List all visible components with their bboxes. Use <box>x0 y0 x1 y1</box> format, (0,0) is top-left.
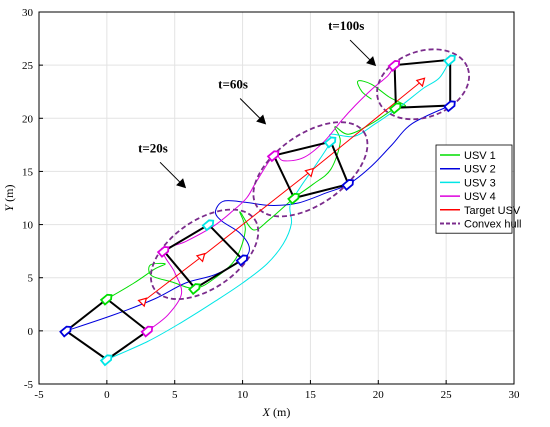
annotations: t=20s t=60s t=100s <box>138 18 377 189</box>
usv-2-marker <box>59 325 72 338</box>
y-tick-label: -5 <box>24 379 34 391</box>
annotation-arrow <box>239 98 263 121</box>
legend-label: Convex hull <box>464 219 521 231</box>
usv-1-marker <box>287 192 300 205</box>
usv-2-marker <box>443 100 456 113</box>
usv-1-marker <box>99 293 113 306</box>
target-usv-marker <box>415 77 426 88</box>
x-tick-label: 25 <box>441 389 453 401</box>
convex-hull-100s <box>376 48 471 121</box>
x-tick-label: 10 <box>237 389 249 401</box>
legend-label: Target USV <box>464 205 521 217</box>
x-tick-label: 15 <box>305 389 317 401</box>
y-tick-label: 25 <box>22 60 34 72</box>
time-annotation: t=20s <box>138 140 168 155</box>
y-tick-label: 0 <box>28 326 34 338</box>
legend-label: USV 1 <box>464 150 496 162</box>
y-tick-label: 30 <box>22 7 34 19</box>
usv-1-marker <box>188 283 201 296</box>
target-usv-path <box>143 80 423 302</box>
usv-3-marker <box>323 136 337 149</box>
usv-3-marker <box>201 219 215 232</box>
usv-3-marker <box>99 354 113 367</box>
legend-label: USV 2 <box>464 164 496 176</box>
target-usv-marker <box>195 252 206 263</box>
axis-ticks: -5 0 5 10 15 20 25 30 -5 0 5 10 15 20 25 30 <box>22 7 520 401</box>
x-tick-label: -5 <box>34 389 44 401</box>
legend-label: USV 3 <box>464 177 496 189</box>
usv-2-marker <box>341 179 354 191</box>
x-axis-var: X <box>262 405 271 419</box>
usv-4-marker <box>140 325 154 338</box>
target-usv-marker <box>137 297 148 308</box>
annotation-arrow <box>159 161 183 185</box>
usv-4-marker <box>387 59 401 72</box>
annotation-arrowhead <box>366 56 377 67</box>
annotation-arrow <box>349 39 373 63</box>
y-axis-unit: (m) <box>2 184 16 204</box>
time-annotation: t=60s <box>218 77 248 92</box>
y-axis-label: Y (m) <box>2 184 16 211</box>
annotation-arrowhead <box>176 178 187 189</box>
legend-label: USV 4 <box>464 191 496 203</box>
axes-frame <box>38 11 515 385</box>
y-tick-label: 10 <box>22 220 34 232</box>
plot-area <box>59 48 471 367</box>
usv-4-marker <box>266 150 280 163</box>
x-tick-label: 20 <box>373 389 385 401</box>
y-tick-label: 20 <box>22 113 34 125</box>
x-tick-label: 30 <box>509 389 521 401</box>
usv-1-marker <box>388 102 402 115</box>
x-axis-label: X (m) <box>262 405 291 419</box>
usv-4-marker <box>156 245 170 258</box>
usv-3-marker <box>443 54 456 67</box>
x-tick-label: 0 <box>104 389 110 401</box>
y-axis-var: Y <box>2 204 16 212</box>
usv-2-marker <box>235 254 249 267</box>
convex-hull-60s <box>252 121 369 218</box>
time-annotation: t=100s <box>328 18 364 33</box>
target-usv-marker <box>304 167 315 178</box>
trajectory-usv-1 <box>106 80 407 300</box>
trajectory-usv-2 <box>65 105 451 332</box>
y-tick-label: 15 <box>22 166 34 178</box>
annotation-arrowhead <box>256 114 267 125</box>
x-axis-unit: (m) <box>270 405 290 419</box>
y-tick-label: 5 <box>28 273 34 285</box>
legend-box <box>435 144 513 234</box>
x-tick-label: 5 <box>172 389 178 401</box>
convex-hull-20s <box>149 208 260 300</box>
